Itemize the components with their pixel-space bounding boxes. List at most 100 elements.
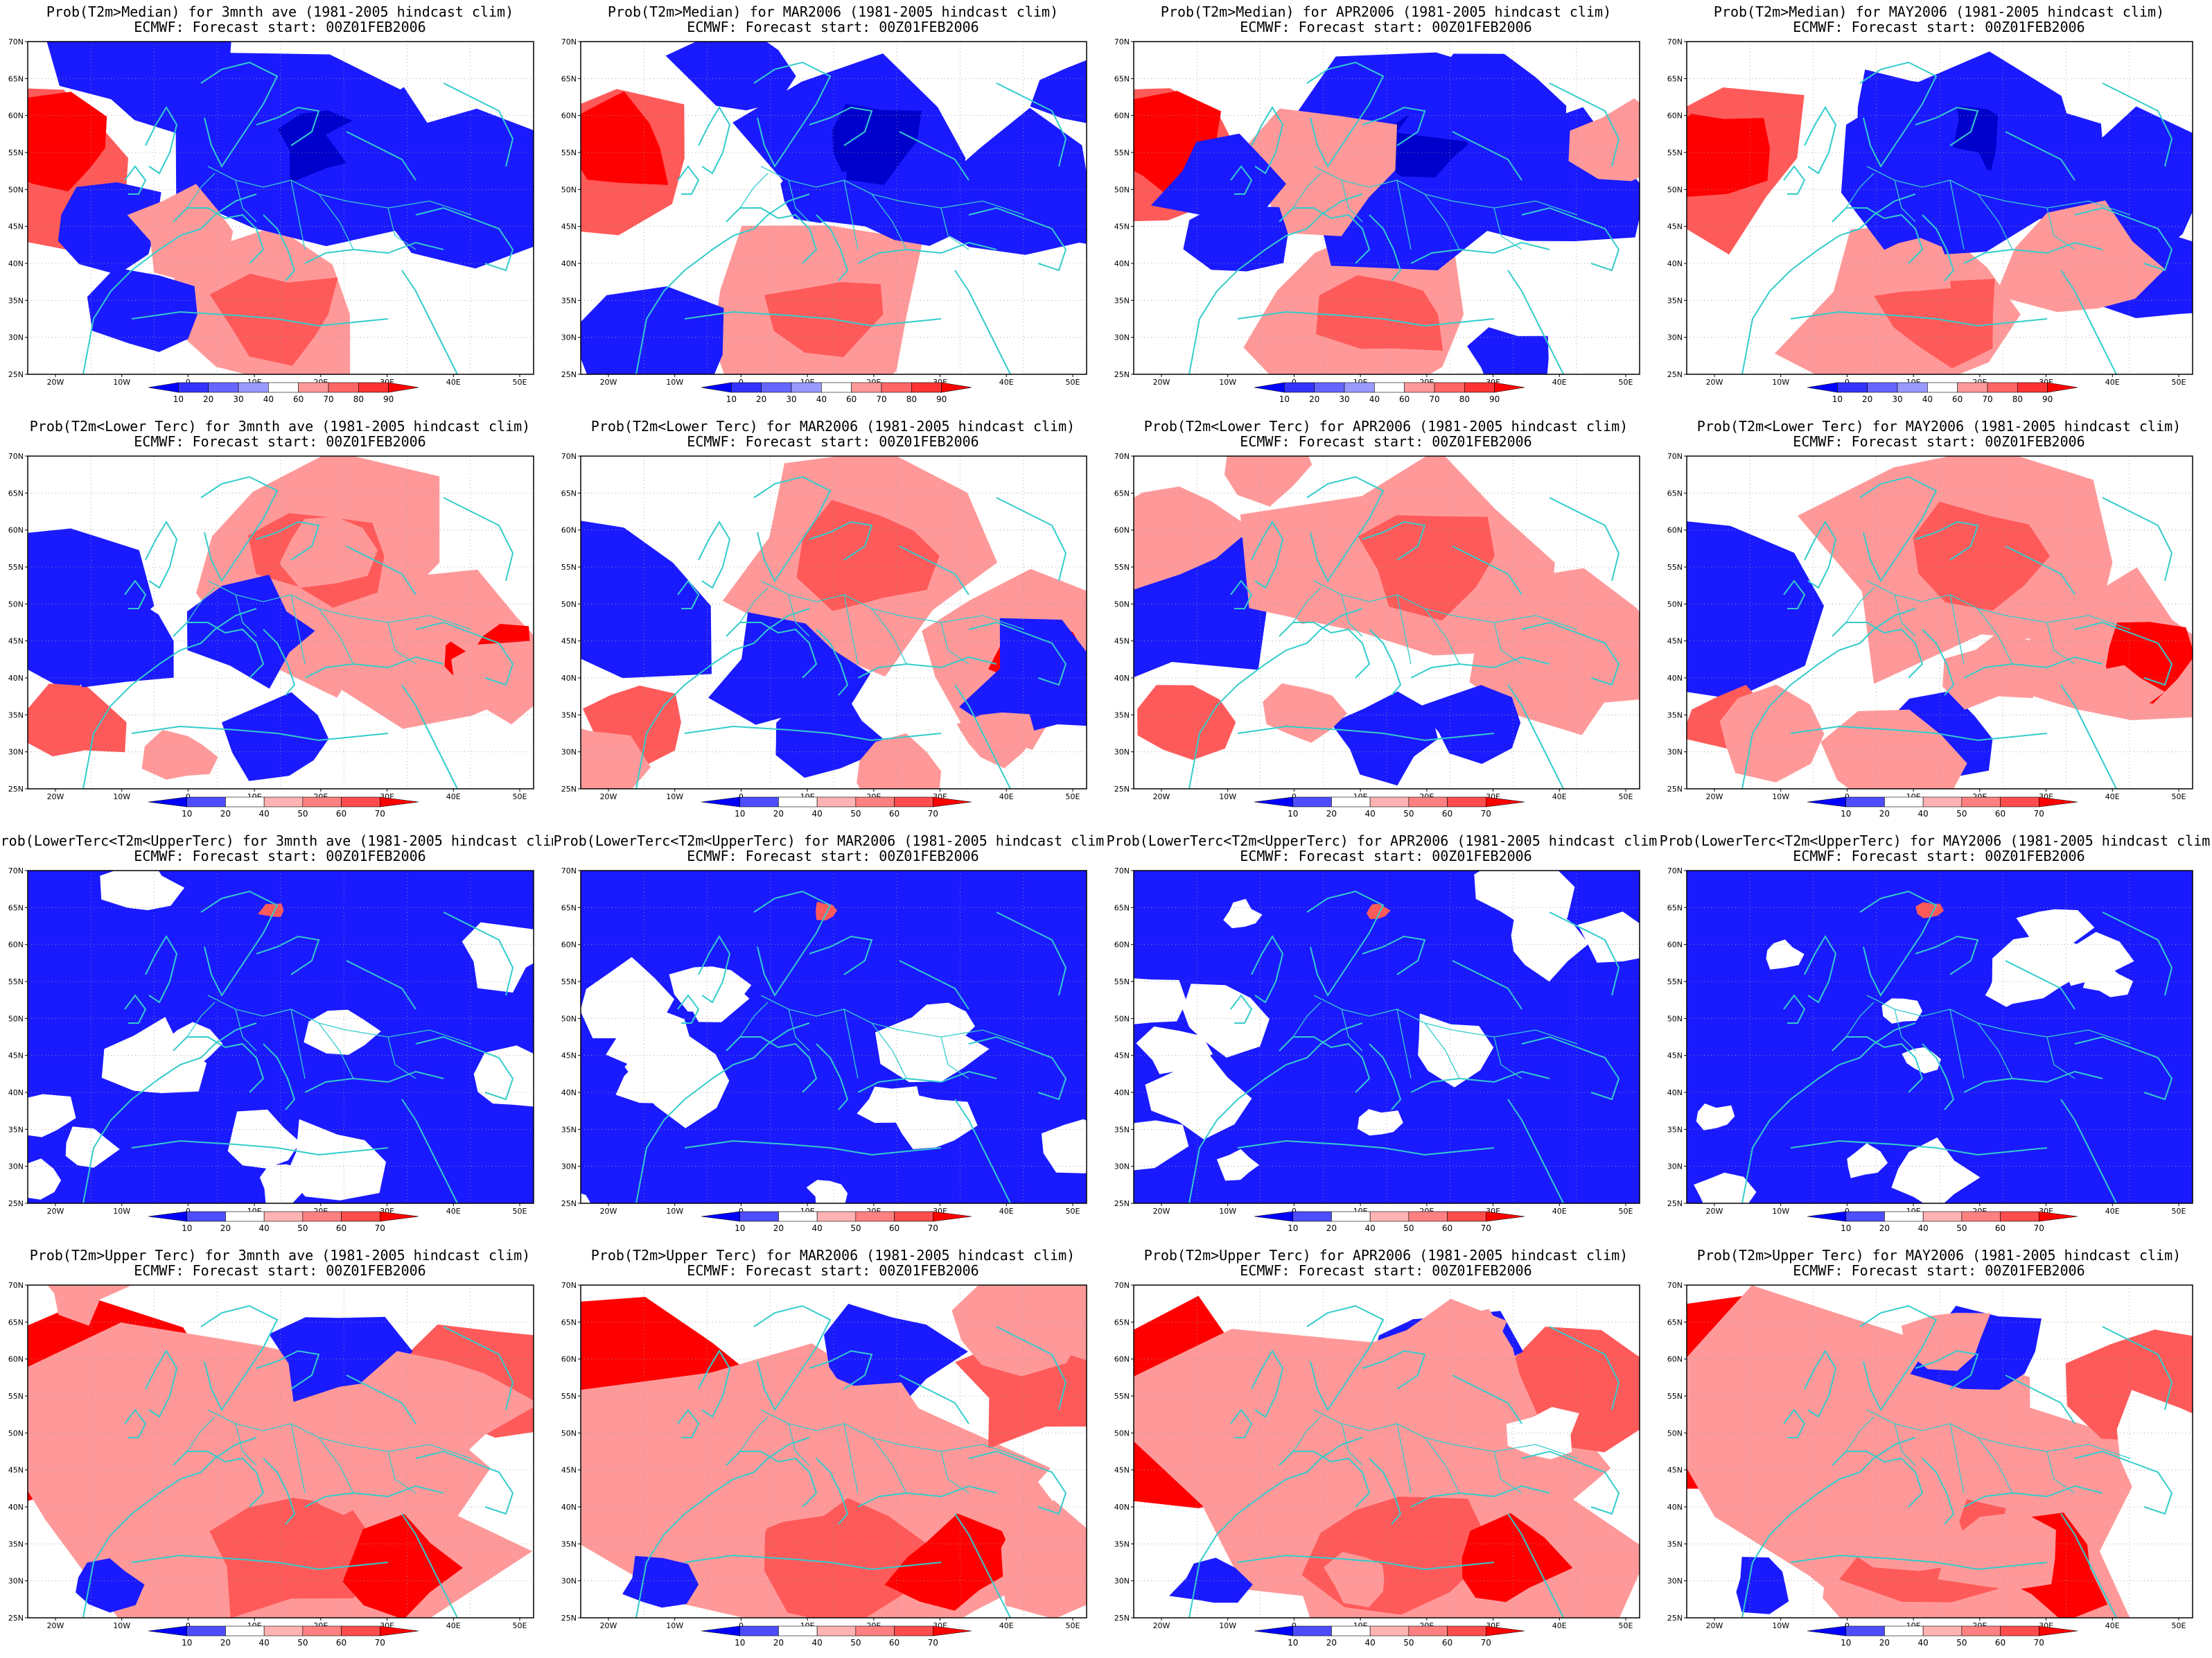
colorbar-swatch — [2038, 796, 2078, 808]
y-tick-label: 45N — [1114, 1051, 1130, 1061]
y-tick-label: 40N — [561, 1088, 577, 1097]
y-tick-label: 35N — [1667, 1125, 1683, 1134]
colorbar: 10 20 30 40 60 70 80 90 — [701, 382, 972, 404]
colorbar-label: 20 — [220, 809, 231, 819]
colorbar-swatch — [816, 796, 857, 808]
colorbar-swatch — [1807, 1211, 1847, 1222]
colorbar-swatch — [894, 796, 933, 808]
colorbar-swatch — [225, 1211, 265, 1222]
x-tick-label: 40E — [999, 1621, 1014, 1630]
colorbar-swatch — [894, 1211, 933, 1222]
x-tick-label: 10W — [113, 792, 130, 801]
colorbar-label: 70 — [375, 1223, 385, 1233]
x-tick-label: 40E — [999, 378, 1014, 387]
coastline — [82, 475, 514, 789]
y-tick-label: 45N — [1114, 1466, 1130, 1475]
y-tick-label: 55N — [8, 977, 24, 986]
y-tick-label: 55N — [1667, 563, 1683, 572]
y-tick-label: 55N — [1667, 148, 1683, 157]
colorbar-swatch — [1408, 1625, 1448, 1637]
panel-subtitle: ECMWF: Forecast start: 00Z01FEB2006 — [134, 433, 425, 450]
map-field — [1687, 1285, 2193, 1618]
y-tick-label: 40N — [8, 674, 24, 683]
y-tick-label: 45N — [1667, 637, 1683, 646]
panel-title: Prob(T2m<Lower Terc) for MAY2006 (1981-2… — [1697, 418, 2181, 435]
colorbar-label: 20 — [1879, 1638, 1890, 1648]
colorbar-label: 60 — [1995, 1638, 2005, 1648]
y-tick-label: 40N — [1114, 259, 1130, 268]
y-tick-label: 60N — [8, 526, 24, 535]
x-tick-label: 10W — [1219, 792, 1236, 801]
colorbar-swatch — [263, 1625, 304, 1637]
map-panel-svg: Prob(T2m>Median) for MAR2006 (1981-2005 … — [561, 3, 1087, 404]
x-tick-label: 0 — [1845, 378, 1850, 387]
y-tick-label: 45N — [8, 1466, 24, 1475]
y-tick-label: 65N — [561, 1318, 577, 1327]
coastline — [635, 475, 1067, 789]
x-tick-label: 40E — [446, 792, 461, 801]
colorbar-swatch — [225, 796, 265, 808]
y-tick-label: 40N — [1114, 1088, 1130, 1097]
x-tick-label: 40E — [446, 1207, 461, 1216]
y-tick-label: 65N — [8, 489, 24, 498]
map-panel: Prob(T2m<Lower Terc) for MAY2006 (1981-2… — [1659, 414, 2212, 829]
map-panel: Prob(T2m>Median) for 3mnth ave (1981-200… — [0, 0, 553, 414]
y-tick-label: 50N — [561, 1014, 577, 1023]
colorbar: 10 20 40 50 60 70 — [148, 796, 419, 819]
colorbar-swatch — [932, 1211, 972, 1222]
colorbar-label: 70 — [928, 809, 938, 819]
colorbar-label: 20 — [1326, 1638, 1337, 1648]
colorbar-label: 70 — [375, 809, 385, 819]
colorbar-swatch — [1837, 382, 1868, 393]
colorbar-label: 40 — [259, 1223, 270, 1233]
colorbar-swatch — [358, 382, 389, 393]
colorbar-swatch — [1254, 382, 1285, 393]
colorbar-swatch — [208, 382, 239, 393]
x-tick-label: 50E — [513, 1207, 527, 1216]
colorbar-swatch — [816, 1211, 857, 1222]
colorbar-label: 40 — [259, 809, 270, 819]
colorbar-label: 70 — [2034, 1638, 2044, 1648]
y-tick-label: 50N — [1114, 1429, 1130, 1438]
x-tick-label: 20W — [1706, 1207, 1723, 1216]
x-tick-label: 40E — [1552, 378, 1567, 387]
colorbar-swatch — [855, 1625, 895, 1637]
colorbar-label: 90 — [383, 394, 394, 404]
colorbar-swatch — [1331, 1211, 1371, 1222]
y-tick-label: 50N — [8, 1014, 24, 1023]
colorbar-swatch — [268, 382, 299, 393]
map-panel: Prob(T2m>Median) for MAR2006 (1981-2005 … — [553, 0, 1106, 414]
colorbar-label: 90 — [936, 394, 947, 404]
x-tick-label: 20W — [1153, 378, 1170, 387]
colorbar-swatch — [739, 796, 779, 808]
colorbar-label: 20 — [756, 394, 766, 404]
colorbar-swatch — [186, 1211, 226, 1222]
colorbar-label: 10 — [1841, 1223, 1851, 1233]
colorbar-swatch — [1369, 1211, 1410, 1222]
colorbar-label: 70 — [2034, 809, 2044, 819]
colorbar-label: 10 — [735, 1638, 745, 1648]
y-tick-label: 70N — [1114, 866, 1130, 875]
x-tick-label: 0 — [739, 1207, 744, 1216]
map-field — [1134, 456, 1640, 789]
x-tick-label: 10W — [1772, 792, 1789, 801]
y-tick-label: 65N — [1114, 489, 1130, 498]
y-tick-label: 35N — [1114, 1539, 1130, 1548]
map-panel-svg: Prob(T2m>Median) for APR2006 (1981-2005 … — [1114, 3, 1640, 404]
colorbar-label: 60 — [336, 809, 346, 819]
country-borders — [1292, 1409, 1578, 1494]
x-tick-label: 10W — [113, 1207, 130, 1216]
x-tick-label: 50E — [2172, 378, 2186, 387]
y-tick-label: 55N — [561, 148, 577, 157]
colorbar-label: 40 — [812, 1638, 823, 1648]
colorbar-label: 40 — [1918, 1223, 1929, 1233]
x-tick-label: 0 — [186, 1621, 191, 1630]
colorbar-label: 50 — [1403, 1638, 1414, 1648]
y-tick-label: 30N — [1667, 333, 1683, 342]
colorbar-swatch — [388, 382, 419, 393]
y-tick-label: 25N — [8, 1199, 24, 1208]
panel-subtitle: ECMWF: Forecast start: 00Z01FEB2006 — [134, 848, 425, 864]
country-borders — [186, 580, 472, 665]
y-tick-label: 35N — [1114, 1125, 1130, 1134]
y-tick-label: 65N — [8, 74, 24, 83]
